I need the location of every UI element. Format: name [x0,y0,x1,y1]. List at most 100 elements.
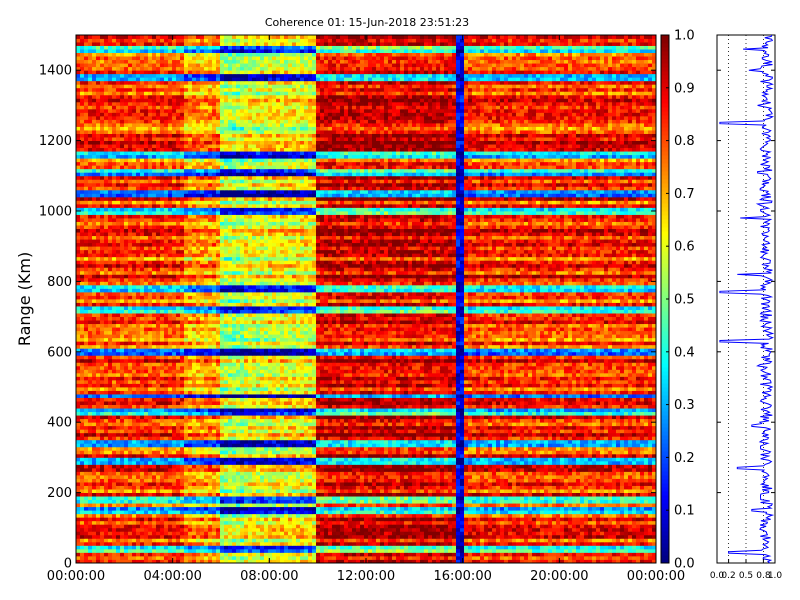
heatmap-cell [652,475,657,479]
heatmap-cell [280,453,285,458]
heatmap-cell [496,478,501,483]
heatmap-cell [284,478,289,483]
heatmap-cell [220,453,225,458]
heatmap-cell [464,541,469,546]
heatmap-cell [144,559,149,564]
heatmap-cell [144,531,149,536]
heatmap-cell [244,485,249,490]
heatmap-cell [100,548,105,553]
heatmap-cell [436,531,441,536]
heatmap-cell [560,503,565,508]
heatmap-cell [368,524,373,529]
heatmap-cell [200,510,205,515]
heatmap-cell [112,485,117,490]
heatmap-cell [508,482,513,486]
heatmap-cell [640,555,645,560]
heatmap-cell [276,450,281,455]
heatmap-cell [184,524,189,529]
heatmap-cell [336,552,341,557]
heatmap-cell [496,464,501,469]
heatmap-cell [556,552,561,557]
heatmap-cell [592,496,597,501]
heatmap-cell [544,510,549,515]
heatmap-cell [204,446,209,451]
heatmap-cell [184,534,189,539]
heatmap-cell [580,534,585,539]
heatmap-cell [560,559,565,564]
heatmap-cell [624,510,629,515]
heatmap-cell [560,552,565,557]
heatmap-cell [132,531,137,536]
heatmap-cell [508,467,513,472]
heatmap-cell [416,446,421,451]
heatmap-cell [96,489,101,493]
heatmap-cell [172,464,177,469]
heatmap-cell [392,485,397,490]
heatmap-cell [652,464,657,469]
heatmap-cell [368,485,373,490]
heatmap-cell [648,524,653,529]
heatmap-cell [184,457,189,462]
heatmap-cell [492,548,497,553]
heatmap-cell [564,492,569,497]
heatmap-cell [124,534,129,539]
heatmap-cell [508,503,513,508]
heatmap-cell [256,527,261,532]
heatmap-cell [144,503,149,508]
heatmap-cell [288,482,293,486]
heatmap-cell [276,527,281,532]
heatmap-cell [140,520,145,525]
heatmap-cell [612,467,617,472]
heatmap-cell [572,520,577,525]
heatmap-cell [408,499,413,504]
heatmap-cell [584,520,589,525]
heatmap-cell [528,446,533,451]
heatmap-cell [516,453,521,458]
heatmap-cell [100,510,105,515]
heatmap-cell [112,492,117,497]
heatmap-cell [616,464,621,469]
heatmap-cell [608,496,613,501]
heatmap-cell [432,482,437,486]
heatmap-cell [172,471,177,476]
heatmap-cell [540,538,545,543]
heatmap-cell [544,541,549,546]
heatmap-cell [468,527,473,532]
heatmap-cell [108,520,113,525]
heatmap-cell [504,492,509,497]
heatmap-cell [172,467,177,472]
heatmap-cell [496,457,501,462]
heatmap-cell [76,457,81,462]
heatmap-cell [280,489,285,493]
heatmap-cell [184,467,189,472]
heatmap-cell [408,457,413,462]
heatmap-cell [228,531,233,536]
heatmap-cell [280,443,285,448]
heatmap-cell [208,517,213,522]
heatmap-cell [644,527,649,532]
heatmap-cell [504,513,509,518]
heatmap-cell [240,471,245,476]
heatmap-cell [100,559,105,564]
heatmap-cell [512,506,517,511]
heatmap-cell [324,446,329,451]
heatmap-cell [512,453,517,458]
heatmap-cell [628,548,633,553]
heatmap-cell [484,453,489,458]
heatmap-cell [528,478,533,483]
heatmap-cell [268,531,273,536]
heatmap-cell [252,510,257,515]
heatmap-cell [352,475,357,479]
heatmap-cell [92,471,97,476]
heatmap-cell [96,524,101,529]
heatmap-cell [384,534,389,539]
heatmap-cell [440,499,445,504]
heatmap-cell [376,517,381,522]
heatmap-cell [568,531,573,536]
heatmap-cell [448,457,453,462]
heatmap-cell [528,524,533,529]
heatmap-cell [120,541,125,546]
heatmap-cell [352,453,357,458]
heatmap-cell [632,524,637,529]
heatmap-cell [420,450,425,455]
